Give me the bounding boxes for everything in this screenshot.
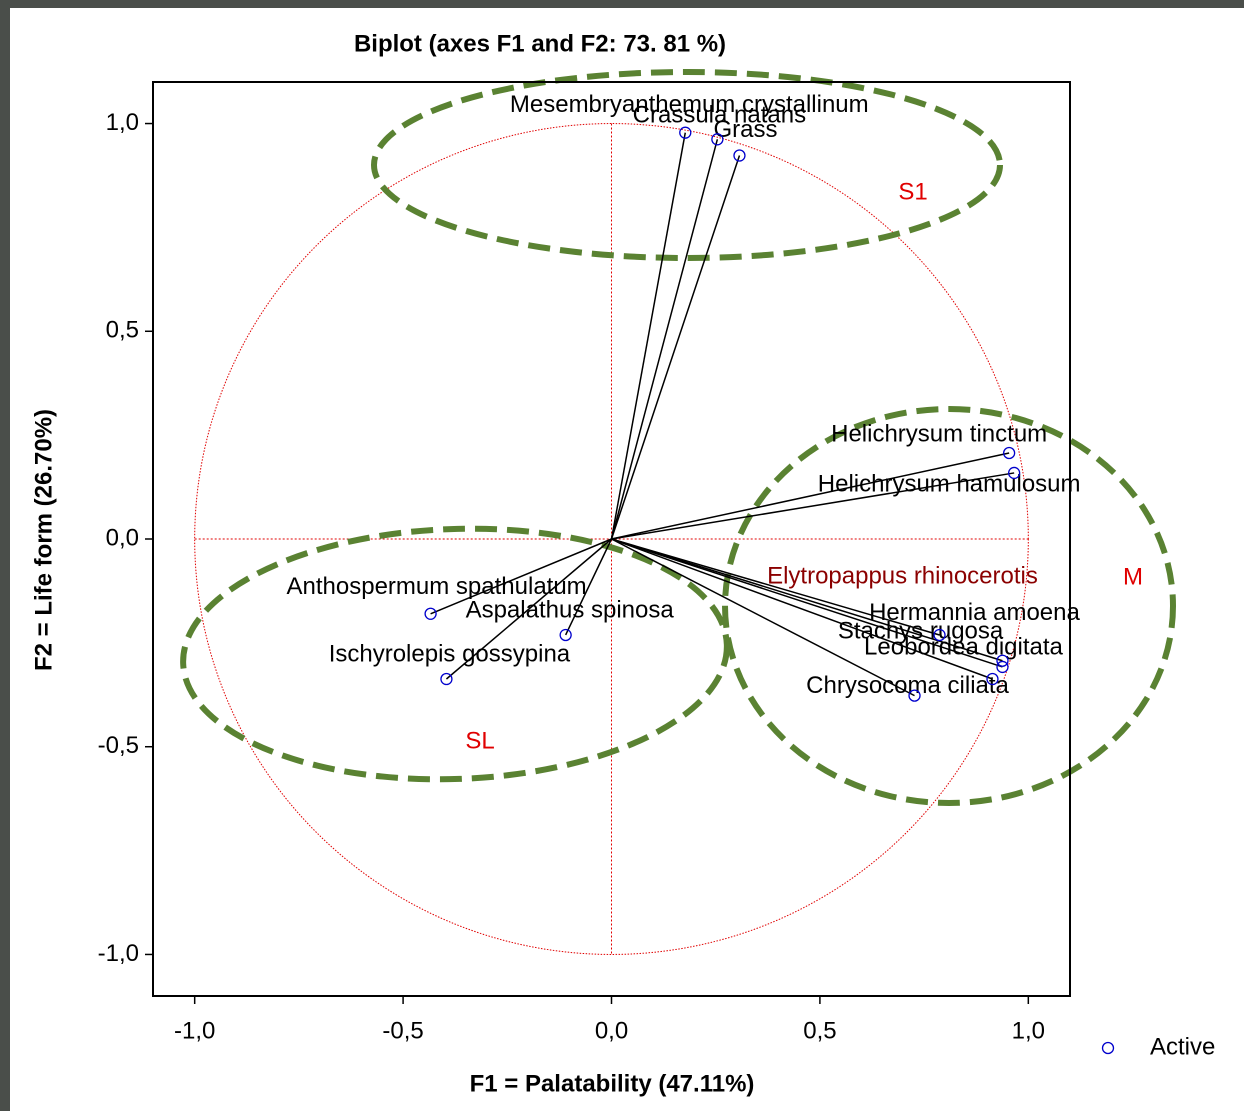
- group-label: S1: [898, 178, 927, 205]
- x-tick-label: -0,5: [382, 1017, 423, 1044]
- point-label: Helichrysum hamulosum: [818, 470, 1081, 497]
- x-tick-label: 1,0: [1012, 1017, 1045, 1044]
- point-label: Aspalathus spinosa: [466, 596, 675, 623]
- x-tick-label: -1,0: [174, 1017, 215, 1044]
- frame-edge: [0, 0, 1244, 8]
- frame-edge: [0, 0, 10, 1111]
- background: [10, 8, 1244, 1111]
- y-tick-label: -0,5: [98, 732, 139, 759]
- y-tick-label: 0,0: [106, 524, 139, 551]
- y-tick-label: 1,0: [106, 109, 139, 136]
- y-tick-label: 0,5: [106, 317, 139, 344]
- y-axis-title: F2 = Life form (26.70%): [30, 409, 57, 671]
- legend-label: Active: [1150, 1033, 1215, 1060]
- point-label: Helichrysum tinctum: [831, 420, 1047, 447]
- chart: Biplot (axes F1 and F2: 73. 81 %) F1 = P…: [0, 0, 1244, 1111]
- point-label: Elytropappus rhinocerotis: [767, 562, 1038, 589]
- point-label: Chrysocoma ciliata: [806, 672, 1009, 699]
- group-label: M: [1123, 563, 1143, 590]
- page: Biplot (axes F1 and F2: 73. 81 %) F1 = P…: [0, 0, 1244, 1111]
- x-tick-label: 0,5: [803, 1017, 836, 1044]
- chart-title: Biplot (axes F1 and F2: 73. 81 %): [354, 30, 726, 57]
- y-tick-label: -1,0: [98, 940, 139, 967]
- point-label: Ischyrolepis gossypina: [329, 640, 571, 667]
- x-axis-title: F1 = Palatability (47.11%): [470, 1070, 755, 1097]
- point-label: Leobordea digitata: [864, 633, 1063, 660]
- x-tick-label: 0,0: [595, 1017, 628, 1044]
- group-label: SL: [465, 727, 494, 754]
